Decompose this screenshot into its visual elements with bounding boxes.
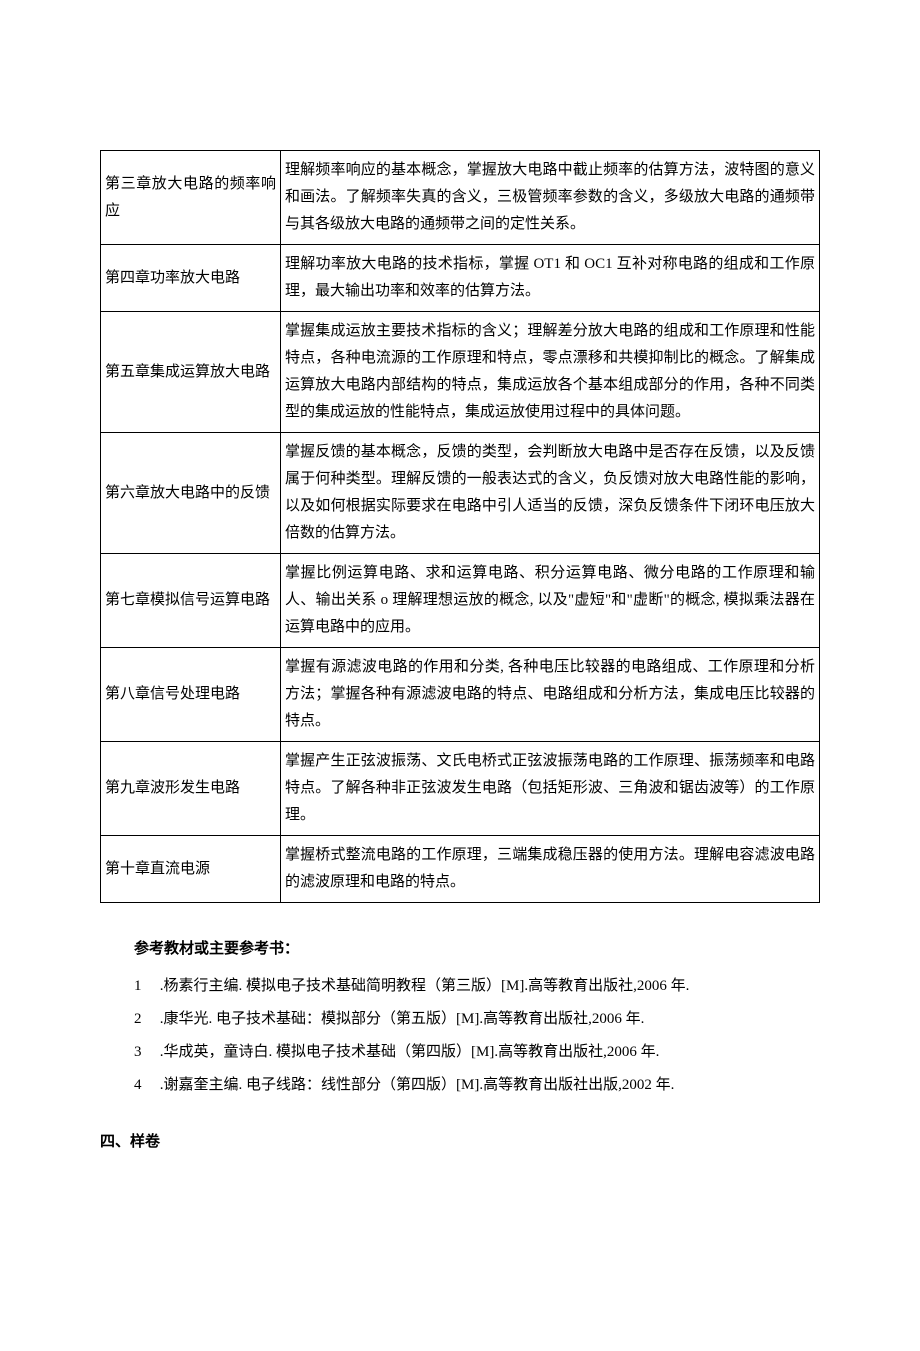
content-cell: 掌握桥式整流电路的工作原理，三端集成稳压器的使用方法。理解电容滤波电路的滤波原理…: [281, 836, 820, 903]
table-row: 第三章放大电路的频率响应 理解频率响应的基本概念，掌握放大电路中截止频率的估算方…: [101, 151, 820, 245]
list-item: 3 .华成英，童诗白. 模拟电子技术基础（第四版）[M].高等教育出版社,200…: [134, 1036, 820, 1069]
list-item: 2 .康华光. 电子技术基础：模拟部分（第五版）[M].高等教育出版社,2006…: [134, 1003, 820, 1036]
chapter-cell: 第七章模拟信号运算电路: [101, 554, 281, 648]
table-row: 第七章模拟信号运算电路 掌握比例运算电路、求和运算电路、积分运算电路、微分电路的…: [101, 554, 820, 648]
ref-text: .华成英，童诗白. 模拟电子技术基础（第四版）[M].高等教育出版社,2006 …: [160, 1044, 660, 1060]
ref-text: .康华光. 电子技术基础：模拟部分（第五版）[M].高等教育出版社,2006 年…: [160, 1011, 645, 1027]
references-title: 参考教材或主要参考书：: [100, 937, 820, 958]
content-cell: 掌握比例运算电路、求和运算电路、积分运算电路、微分电路的工作原理和输人、输出关系…: [281, 554, 820, 648]
table-row: 第九章波形发生电路 掌握产生正弦波振荡、文氏电桥式正弦波振荡电路的工作原理、振荡…: [101, 742, 820, 836]
ref-number: 1: [134, 970, 156, 1003]
ref-number: 4: [134, 1069, 156, 1102]
syllabus-table-body: 第三章放大电路的频率响应 理解频率响应的基本概念，掌握放大电路中截止频率的估算方…: [101, 151, 820, 903]
list-item: 4 .谢嘉奎主编. 电子线路：线性部分（第四版）[M].高等教育出版社出版,20…: [134, 1069, 820, 1102]
content-cell: 掌握集成运放主要技术指标的含义；理解差分放大电路的组成和工作原理和性能特点，各种…: [281, 312, 820, 433]
references-list: 1 .杨素行主编. 模拟电子技术基础简明教程（第三版）[M].高等教育出版社,2…: [100, 970, 820, 1102]
content-cell: 掌握产生正弦波振荡、文氏电桥式正弦波振荡电路的工作原理、振荡频率和电路特点。了解…: [281, 742, 820, 836]
chapter-cell: 第五章集成运算放大电路: [101, 312, 281, 433]
syllabus-table: 第三章放大电路的频率响应 理解频率响应的基本概念，掌握放大电路中截止频率的估算方…: [100, 150, 820, 903]
chapter-cell: 第八章信号处理电路: [101, 648, 281, 742]
chapter-cell: 第四章功率放大电路: [101, 245, 281, 312]
ref-number: 3: [134, 1036, 156, 1069]
content-cell: 掌握有源滤波电路的作用和分类, 各种电压比较器的电路组成、工作原理和分析方法；掌…: [281, 648, 820, 742]
section-heading: 四、样卷: [100, 1130, 820, 1151]
table-row: 第八章信号处理电路 掌握有源滤波电路的作用和分类, 各种电压比较器的电路组成、工…: [101, 648, 820, 742]
ref-number: 2: [134, 1003, 156, 1036]
table-row: 第十章直流电源 掌握桥式整流电路的工作原理，三端集成稳压器的使用方法。理解电容滤…: [101, 836, 820, 903]
content-cell: 理解功率放大电路的技术指标，掌握 OT1 和 OC1 互补对称电路的组成和工作原…: [281, 245, 820, 312]
chapter-cell: 第六章放大电路中的反馈: [101, 433, 281, 554]
ref-text: .谢嘉奎主编. 电子线路：线性部分（第四版）[M].高等教育出版社出版,2002…: [160, 1077, 675, 1093]
content-cell: 掌握反馈的基本概念，反馈的类型，会判断放大电路中是否存在反馈，以及反馈属于何种类…: [281, 433, 820, 554]
chapter-cell: 第九章波形发生电路: [101, 742, 281, 836]
document-page: 第三章放大电路的频率响应 理解频率响应的基本概念，掌握放大电路中截止频率的估算方…: [0, 0, 920, 1351]
ref-text: .杨素行主编. 模拟电子技术基础简明教程（第三版）[M].高等教育出版社,200…: [160, 978, 690, 994]
list-item: 1 .杨素行主编. 模拟电子技术基础简明教程（第三版）[M].高等教育出版社,2…: [134, 970, 820, 1003]
chapter-cell: 第十章直流电源: [101, 836, 281, 903]
table-row: 第四章功率放大电路 理解功率放大电路的技术指标，掌握 OT1 和 OC1 互补对…: [101, 245, 820, 312]
table-row: 第六章放大电路中的反馈 掌握反馈的基本概念，反馈的类型，会判断放大电路中是否存在…: [101, 433, 820, 554]
content-cell: 理解频率响应的基本概念，掌握放大电路中截止频率的估算方法，波特图的意义和画法。了…: [281, 151, 820, 245]
table-row: 第五章集成运算放大电路 掌握集成运放主要技术指标的含义；理解差分放大电路的组成和…: [101, 312, 820, 433]
chapter-cell: 第三章放大电路的频率响应: [101, 151, 281, 245]
